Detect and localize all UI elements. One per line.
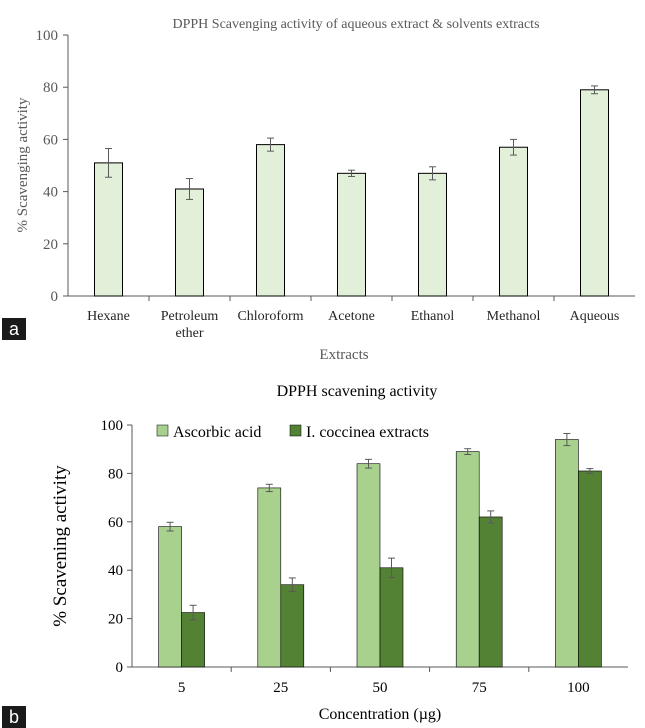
panel-a-title: DPPH Scavenging activity of aqueous extr… (172, 17, 539, 32)
panel-a-x-tick-label: Acetone (328, 309, 375, 324)
panel-a-bar (499, 146, 528, 297)
legend-label-coccinea: I. coccinea extracts (306, 424, 429, 441)
panel-b-y-tick-label: 80 (108, 466, 123, 482)
panel-b-title: DPPH scavening activity (277, 383, 438, 400)
panel-a-x-tick-label: Petroleum ether (161, 309, 219, 341)
panel-b-bar-coccinea (181, 612, 205, 668)
panel-b-x-tick-label: 100 (567, 680, 590, 696)
panel-b-x-tick-label: 25 (273, 680, 288, 696)
panel-b-x-tick-label: 5 (178, 680, 186, 696)
panel-b-y-tick-label: 0 (116, 660, 124, 676)
panel-a-y-tick-label: 20 (43, 237, 58, 253)
legend-swatch-coccinea (289, 424, 302, 437)
panel-b-bar-coccinea (280, 584, 305, 668)
panel-a-y-tick-label: 40 (43, 185, 58, 201)
legend-label-ascorbic: Ascorbic acid (173, 424, 261, 441)
panel-b-y-tick-label: 100 (101, 418, 124, 434)
panel-a-y-tick-label: 80 (43, 80, 58, 96)
panel-b-x-tick-label: 50 (373, 680, 388, 696)
panel-b-bar-ascorbic (158, 526, 182, 668)
panel-a-bar (175, 188, 204, 297)
panel-b-bar-ascorbic (257, 487, 282, 668)
panel-b-bar-coccinea (478, 516, 503, 668)
panel-b-bar-ascorbic (555, 439, 579, 668)
panel-a-x-tick-label: Aqueous (570, 309, 620, 324)
panel-a-x-tick-label: Chloroform (237, 309, 303, 324)
panel-b-y-tick-label: 20 (108, 612, 123, 628)
panel-b-y-tick-label: 40 (108, 563, 123, 579)
panel-a-y-tick-label: 0 (51, 289, 59, 305)
panel-b-label: b (2, 706, 26, 728)
panel-a-bar (337, 172, 366, 297)
panel-b-bar-ascorbic (356, 463, 381, 668)
panel-a-x-tick-label: Hexane (87, 309, 130, 324)
panel-b-x-axis-label: Concentration (µg) (319, 706, 442, 723)
panel-b-x-tick-label: 75 (472, 680, 487, 696)
panel-b-y-tick-label: 60 (108, 515, 123, 531)
panel-a-y-axis-label: % Scavenging activity (15, 97, 31, 232)
panel-a-y-tick-label: 100 (36, 28, 59, 44)
panel-b-y-axis-label: % Scavening activity (50, 465, 71, 627)
panel-a-y-tick-label: 60 (43, 132, 58, 148)
panel-a-bar (256, 144, 285, 297)
panel-a-bar (418, 172, 447, 297)
panel-b-bar-coccinea (578, 470, 602, 668)
panel-a-label: a (2, 318, 26, 340)
panel-b-bar-ascorbic (455, 451, 480, 668)
panel-a-x-tick-label: Ethanol (411, 309, 455, 324)
panel-a-x-axis-label: Extracts (319, 347, 368, 363)
panel-a-bar (580, 89, 609, 297)
panel-a-x-tick-label: Methanol (487, 309, 541, 324)
panel-a-bar (94, 162, 123, 297)
legend-swatch-ascorbic (156, 424, 169, 437)
panel-b-bar-coccinea (379, 567, 404, 668)
